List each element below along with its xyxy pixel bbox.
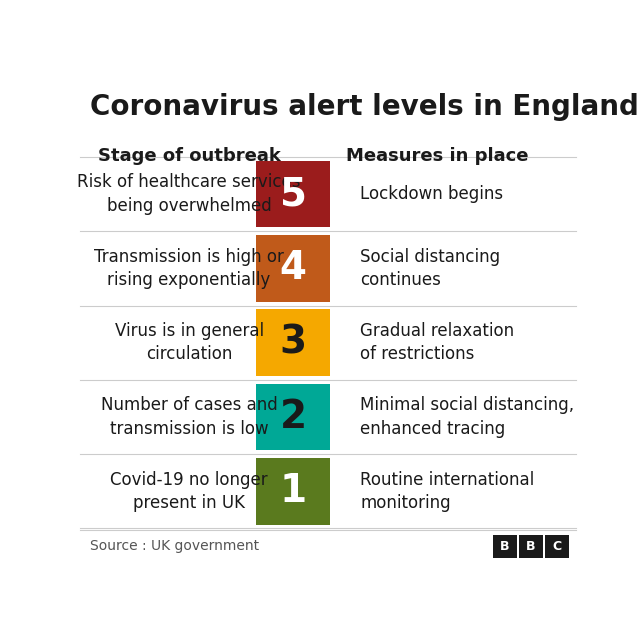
FancyBboxPatch shape: [256, 235, 330, 302]
FancyBboxPatch shape: [493, 535, 517, 558]
FancyBboxPatch shape: [256, 458, 330, 525]
Text: Source : UK government: Source : UK government: [90, 538, 259, 552]
Text: 1: 1: [280, 472, 307, 511]
FancyBboxPatch shape: [256, 384, 330, 450]
Text: Stage of outbreak: Stage of outbreak: [98, 147, 280, 165]
Text: Lockdown begins: Lockdown begins: [360, 185, 504, 203]
Text: Routine international
monitoring: Routine international monitoring: [360, 471, 534, 512]
FancyBboxPatch shape: [545, 535, 568, 558]
Text: B: B: [500, 540, 510, 553]
Text: 3: 3: [280, 324, 307, 362]
Text: Transmission is high or
rising exponentially: Transmission is high or rising exponenti…: [94, 248, 284, 289]
Text: 5: 5: [280, 175, 307, 213]
Text: Measures in place: Measures in place: [346, 147, 529, 165]
Text: Risk of healthcare services
being overwhelmed: Risk of healthcare services being overwh…: [77, 173, 301, 215]
Text: Virus is in general
circulation: Virus is in general circulation: [115, 322, 264, 363]
Text: Social distancing
continues: Social distancing continues: [360, 248, 500, 289]
Text: C: C: [552, 540, 561, 553]
FancyBboxPatch shape: [256, 309, 330, 376]
Text: Minimal social distancing,
enhanced tracing: Minimal social distancing, enhanced trac…: [360, 396, 574, 438]
Text: Gradual relaxation
of restrictions: Gradual relaxation of restrictions: [360, 322, 515, 363]
Text: Number of cases and
transmission is low: Number of cases and transmission is low: [100, 396, 278, 438]
Text: Coronavirus alert levels in England: Coronavirus alert levels in England: [90, 93, 639, 121]
FancyBboxPatch shape: [519, 535, 543, 558]
FancyBboxPatch shape: [256, 161, 330, 227]
Text: B: B: [526, 540, 536, 553]
Text: 4: 4: [280, 250, 307, 288]
Text: Covid-19 no longer
present in UK: Covid-19 no longer present in UK: [110, 471, 268, 512]
Text: 2: 2: [280, 398, 307, 436]
